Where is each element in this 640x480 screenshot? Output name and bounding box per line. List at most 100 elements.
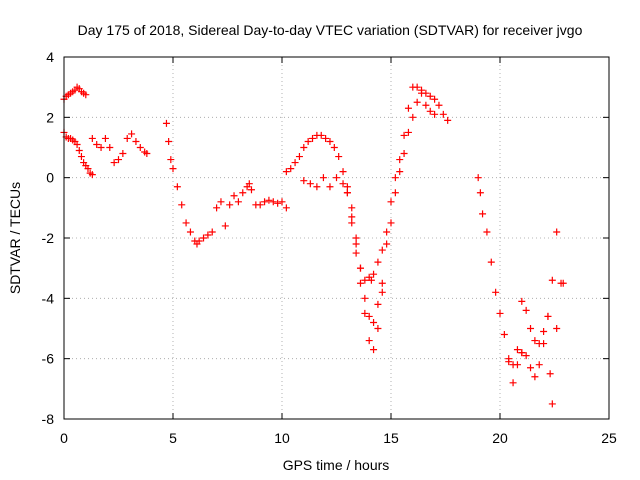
data-point <box>361 294 369 302</box>
series-seg1b <box>60 128 96 179</box>
data-point <box>287 165 295 173</box>
series-seg4c <box>518 279 567 408</box>
data-point <box>173 183 181 191</box>
data-point <box>544 312 552 320</box>
data-point <box>444 116 452 124</box>
data-point <box>352 240 360 248</box>
data-point <box>269 198 277 206</box>
data-point <box>106 144 114 151</box>
data-point <box>304 137 312 145</box>
data-point <box>548 276 556 284</box>
series-seg4a <box>474 174 526 369</box>
series-seg1c <box>88 130 151 167</box>
data-point <box>518 349 526 357</box>
data-point <box>500 331 508 339</box>
data-point <box>404 104 412 112</box>
data-point <box>391 174 399 182</box>
data-point <box>396 168 404 176</box>
data-point <box>204 231 212 239</box>
data-point <box>282 204 290 212</box>
data-point <box>75 147 83 155</box>
data-point <box>531 337 539 345</box>
data-point <box>77 153 85 161</box>
data-point <box>540 328 548 336</box>
data-point <box>559 279 567 287</box>
data-point <box>374 258 382 266</box>
data-point <box>361 276 369 284</box>
x-tick-label: 0 <box>60 430 68 446</box>
data-point <box>400 150 408 158</box>
data-point <box>128 130 136 138</box>
data-point <box>479 210 487 218</box>
data-point <box>535 361 543 369</box>
data-point <box>73 140 81 148</box>
data-point <box>343 189 351 197</box>
data-point <box>239 189 247 197</box>
data-point <box>119 150 127 158</box>
data-point <box>413 98 421 106</box>
data-point <box>509 379 517 387</box>
data-point <box>378 279 386 287</box>
data-point <box>317 131 325 139</box>
data-point <box>208 228 216 236</box>
data-point <box>97 144 105 151</box>
data-point <box>383 228 391 236</box>
data-point <box>413 83 421 91</box>
data-point <box>548 400 556 408</box>
axis-ticks: 0 5 10 15 20 25 -8 -6 -4 -2 0 2 4 <box>42 49 617 446</box>
data-point <box>88 171 96 179</box>
data-point <box>309 134 317 142</box>
data-point <box>391 189 399 197</box>
data-point <box>356 279 364 287</box>
chart-title: Day 175 of 2018, Sidereal Day-to-day VTE… <box>78 22 583 38</box>
data-point <box>513 361 521 369</box>
data-point <box>278 198 286 206</box>
data-point <box>426 92 434 100</box>
data-point <box>431 95 439 103</box>
data-point <box>370 346 378 354</box>
y-tick-label: -2 <box>42 230 55 246</box>
data-point <box>274 199 282 207</box>
data-point <box>383 240 391 248</box>
data-point <box>333 174 340 182</box>
data-point <box>535 340 543 348</box>
data-point <box>527 325 535 332</box>
data-point <box>546 370 554 378</box>
data-point <box>84 165 92 173</box>
data-point <box>319 174 327 182</box>
x-tick-label: 20 <box>492 430 508 446</box>
data-point <box>522 352 530 360</box>
data-point <box>136 144 144 151</box>
data-point <box>221 222 229 230</box>
data-point <box>162 119 170 127</box>
data-point <box>387 219 395 227</box>
data-point <box>230 192 238 200</box>
data-point <box>326 183 334 191</box>
data-point <box>348 213 356 221</box>
y-tick-label: 0 <box>46 170 54 186</box>
data-point <box>439 110 447 118</box>
data-point <box>326 137 334 145</box>
data-point <box>553 228 561 236</box>
data-point <box>226 201 234 209</box>
data-point <box>82 91 90 99</box>
data-point <box>348 204 356 212</box>
data-point <box>426 107 434 115</box>
data-point <box>409 113 417 121</box>
data-point <box>322 134 330 142</box>
data-point <box>367 276 375 284</box>
data-point <box>256 201 264 209</box>
x-tick-label: 25 <box>601 430 617 446</box>
data-point <box>200 234 208 242</box>
data-point <box>339 168 347 176</box>
series-seg2 <box>162 119 290 248</box>
data-point <box>291 159 299 167</box>
data-point <box>101 134 109 142</box>
data-point <box>343 183 351 191</box>
data-point <box>522 306 530 314</box>
data-point <box>335 153 343 161</box>
data-point <box>513 346 521 354</box>
data-point <box>505 355 513 363</box>
grid <box>64 57 609 419</box>
data-point <box>93 140 101 148</box>
